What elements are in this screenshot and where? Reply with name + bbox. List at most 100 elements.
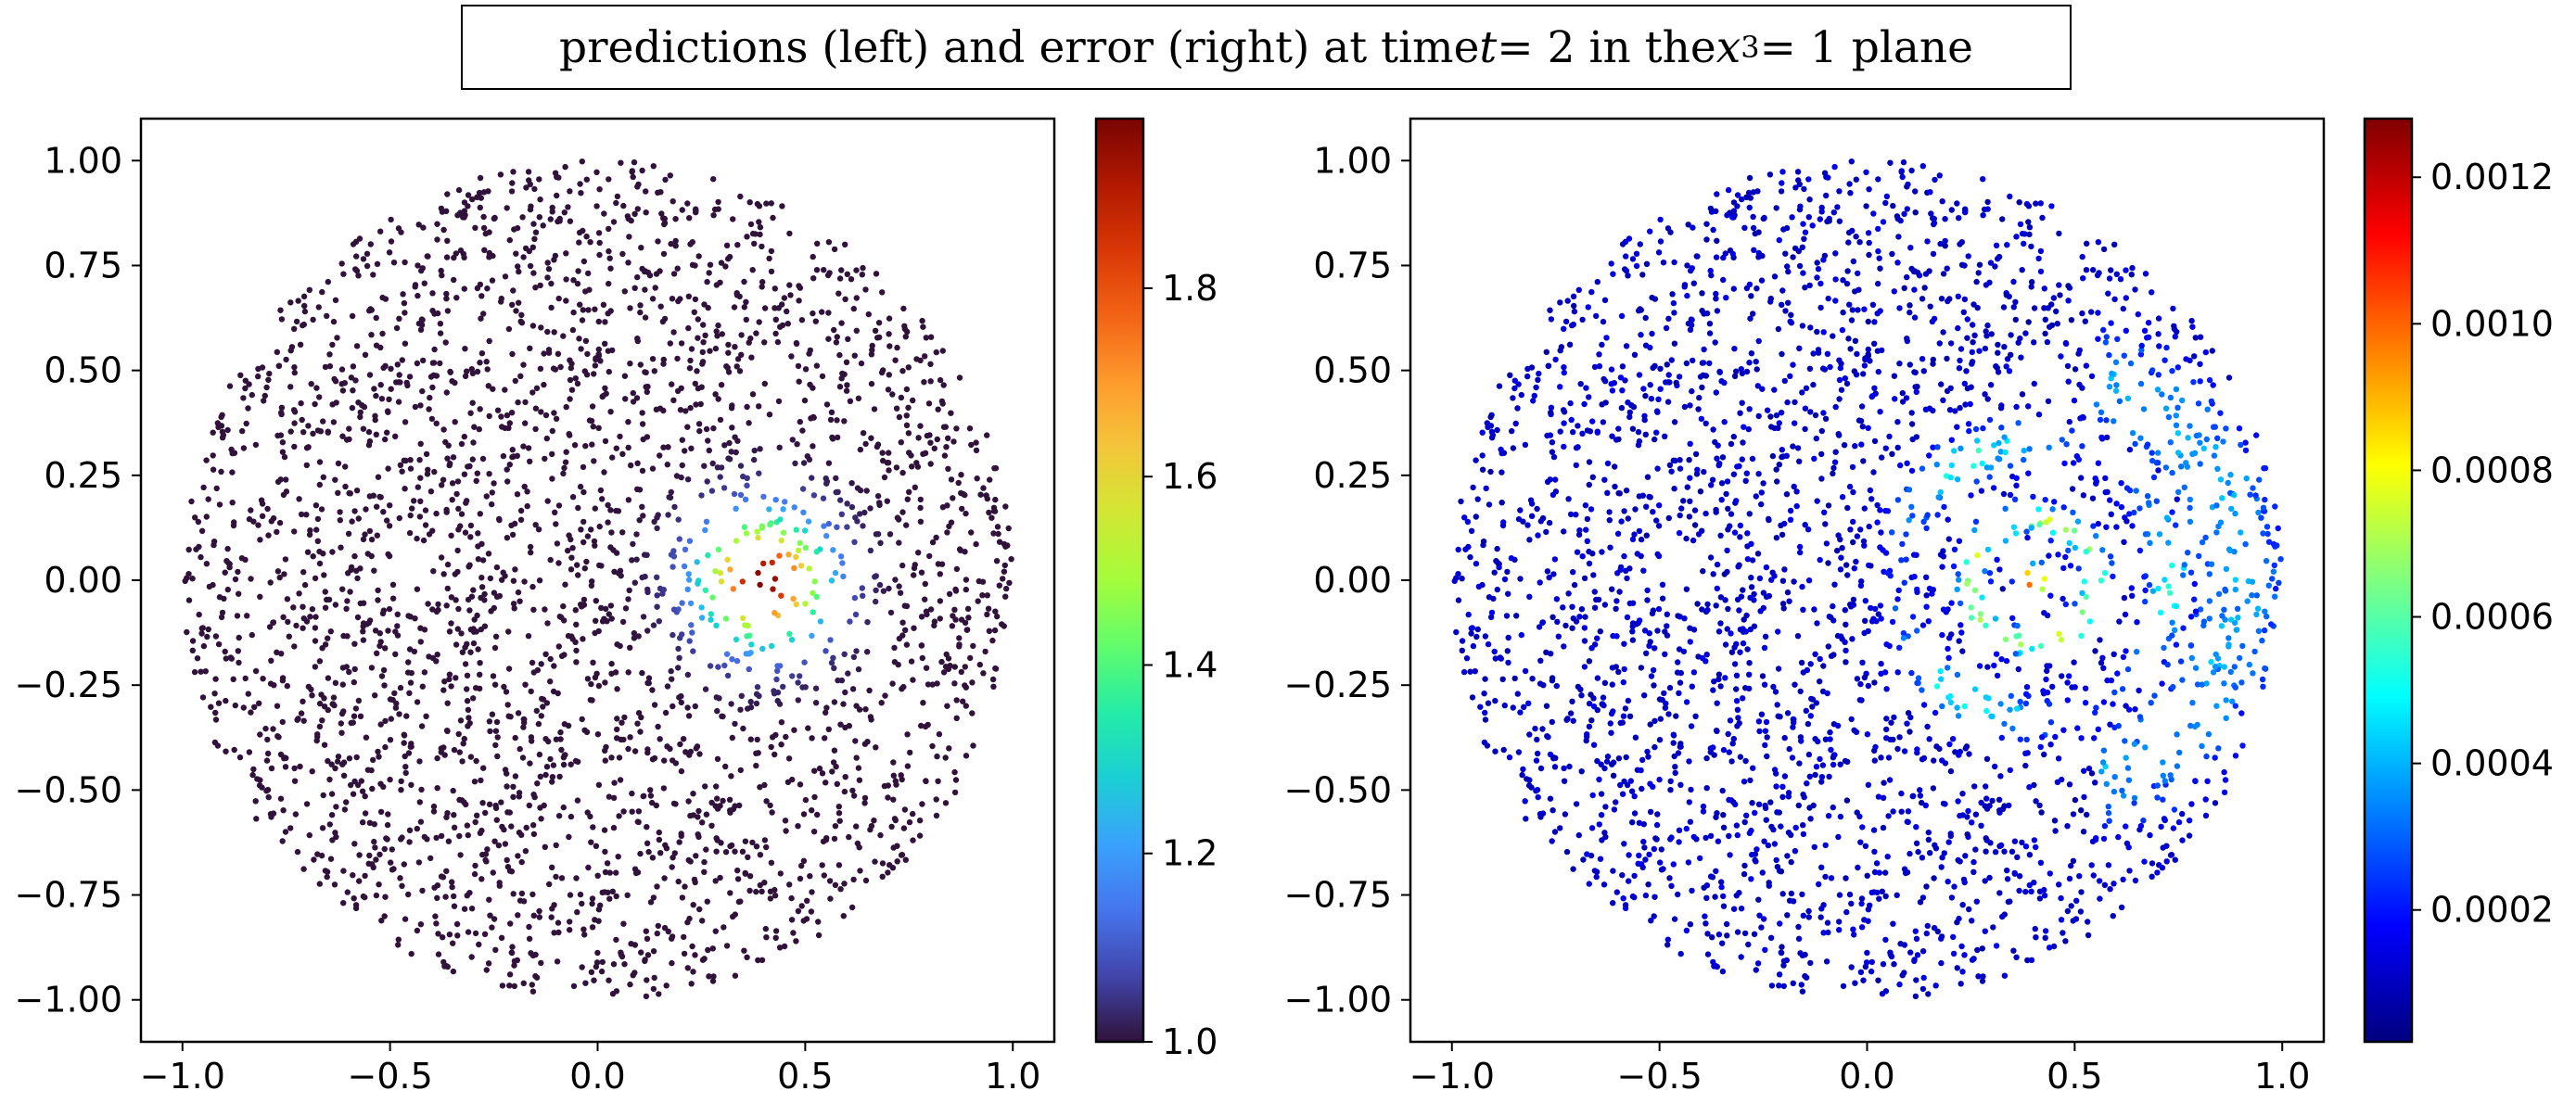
scatter-point bbox=[654, 603, 660, 610]
scatter-point bbox=[964, 605, 972, 612]
scatter-point bbox=[2181, 484, 2187, 490]
scatter-point bbox=[452, 571, 458, 577]
scatter-point bbox=[1586, 700, 1593, 707]
scatter-point bbox=[1524, 373, 1531, 380]
scatter-point bbox=[417, 498, 424, 504]
scatter-point bbox=[352, 377, 359, 384]
scatter-point bbox=[937, 571, 943, 577]
scatter-point bbox=[1877, 507, 1883, 513]
scatter-point bbox=[712, 345, 720, 352]
scatter-point bbox=[1681, 282, 1689, 288]
scatter-point bbox=[906, 488, 912, 495]
scatter-point bbox=[2123, 648, 2129, 654]
scatter-point bbox=[664, 462, 670, 468]
scatter-point bbox=[622, 605, 630, 612]
scatter-point bbox=[1588, 645, 1595, 652]
scatter-point bbox=[1857, 526, 1864, 533]
scatter-point bbox=[1530, 398, 1537, 404]
scatter-point bbox=[2137, 435, 2144, 441]
scatter-point bbox=[1773, 412, 1780, 419]
scatter-point bbox=[1636, 372, 1643, 378]
scatter-point bbox=[2077, 908, 2085, 915]
scatter-point bbox=[763, 200, 770, 207]
scatter-point bbox=[651, 974, 657, 982]
scatter-point bbox=[415, 859, 423, 866]
scatter-point bbox=[2028, 243, 2034, 250]
scatter-point bbox=[886, 343, 893, 349]
scatter-point bbox=[270, 619, 276, 626]
scatter-point bbox=[1984, 322, 1991, 329]
scatter-point bbox=[513, 308, 519, 314]
scatter-point bbox=[259, 501, 266, 507]
scatter-point bbox=[1499, 522, 1507, 529]
scatter-point bbox=[205, 626, 211, 633]
scatter-point bbox=[1643, 260, 1651, 267]
scatter-point bbox=[386, 249, 393, 256]
scatter-point bbox=[1939, 703, 1945, 710]
scatter-point bbox=[1996, 456, 2003, 463]
scatter-point bbox=[595, 352, 602, 360]
scatter-point bbox=[915, 435, 922, 441]
scatter-point bbox=[520, 254, 527, 260]
scatter-point bbox=[395, 399, 402, 405]
scatter-point bbox=[991, 627, 999, 634]
scatter-point bbox=[1788, 320, 1795, 326]
scatter-point bbox=[527, 181, 533, 187]
scatter-point bbox=[802, 684, 809, 691]
scatter-point bbox=[281, 453, 288, 461]
scatter-point bbox=[754, 684, 761, 691]
scatter-point bbox=[793, 553, 799, 561]
scatter-point bbox=[2071, 397, 2078, 404]
scatter-point bbox=[1747, 315, 1753, 322]
scatter-point bbox=[344, 598, 351, 604]
scatter-points bbox=[1451, 158, 2284, 1000]
scatter-point bbox=[880, 588, 887, 594]
scatter-point bbox=[337, 517, 343, 524]
scatter-point bbox=[540, 704, 546, 710]
scatter-point bbox=[633, 531, 640, 538]
scatter-point bbox=[2225, 374, 2233, 381]
scatter-point bbox=[486, 337, 492, 345]
scatter-point bbox=[1750, 311, 1756, 317]
scatter-point bbox=[631, 210, 638, 217]
scatter-point bbox=[698, 492, 705, 499]
scatter-point bbox=[438, 832, 445, 840]
scatter-point bbox=[619, 618, 627, 626]
scatter-point bbox=[1805, 914, 1813, 920]
scatter-point bbox=[455, 505, 462, 513]
scatter-point bbox=[2151, 692, 2158, 699]
scatter-point bbox=[2157, 609, 2164, 616]
scatter-point bbox=[338, 729, 345, 736]
scatter-point bbox=[492, 742, 499, 749]
scatter-point bbox=[2177, 658, 2185, 665]
scatter-point bbox=[655, 723, 661, 730]
scatter-point bbox=[2250, 485, 2256, 491]
scatter-point bbox=[753, 330, 759, 336]
scatter-point bbox=[1955, 324, 1961, 332]
scatter-point bbox=[795, 362, 802, 370]
scatter-point bbox=[886, 372, 892, 378]
scatter-point bbox=[1872, 743, 1879, 751]
scatter-point bbox=[1632, 734, 1639, 741]
scatter-point bbox=[329, 549, 336, 555]
scatter-point bbox=[328, 812, 336, 818]
scatter-point bbox=[419, 387, 426, 395]
scatter-point bbox=[810, 275, 817, 282]
scatter-point bbox=[1706, 321, 1714, 327]
scatter-point bbox=[728, 773, 734, 780]
scatter-point bbox=[801, 397, 809, 404]
scatter-point bbox=[1834, 204, 1841, 210]
scatter-point bbox=[1898, 169, 1905, 175]
scatter-point bbox=[322, 363, 329, 371]
scatter-point bbox=[257, 537, 263, 543]
scatter-point bbox=[1825, 295, 1831, 302]
scatter-point bbox=[810, 253, 816, 260]
scatter-point bbox=[461, 471, 468, 477]
scatter-point bbox=[511, 983, 517, 990]
scatter-point bbox=[565, 722, 572, 729]
scatter-point bbox=[2026, 784, 2033, 791]
scatter-point bbox=[259, 513, 266, 519]
scatter-point bbox=[1836, 919, 1843, 925]
scatter-point bbox=[606, 225, 612, 233]
scatter-point bbox=[951, 768, 958, 776]
